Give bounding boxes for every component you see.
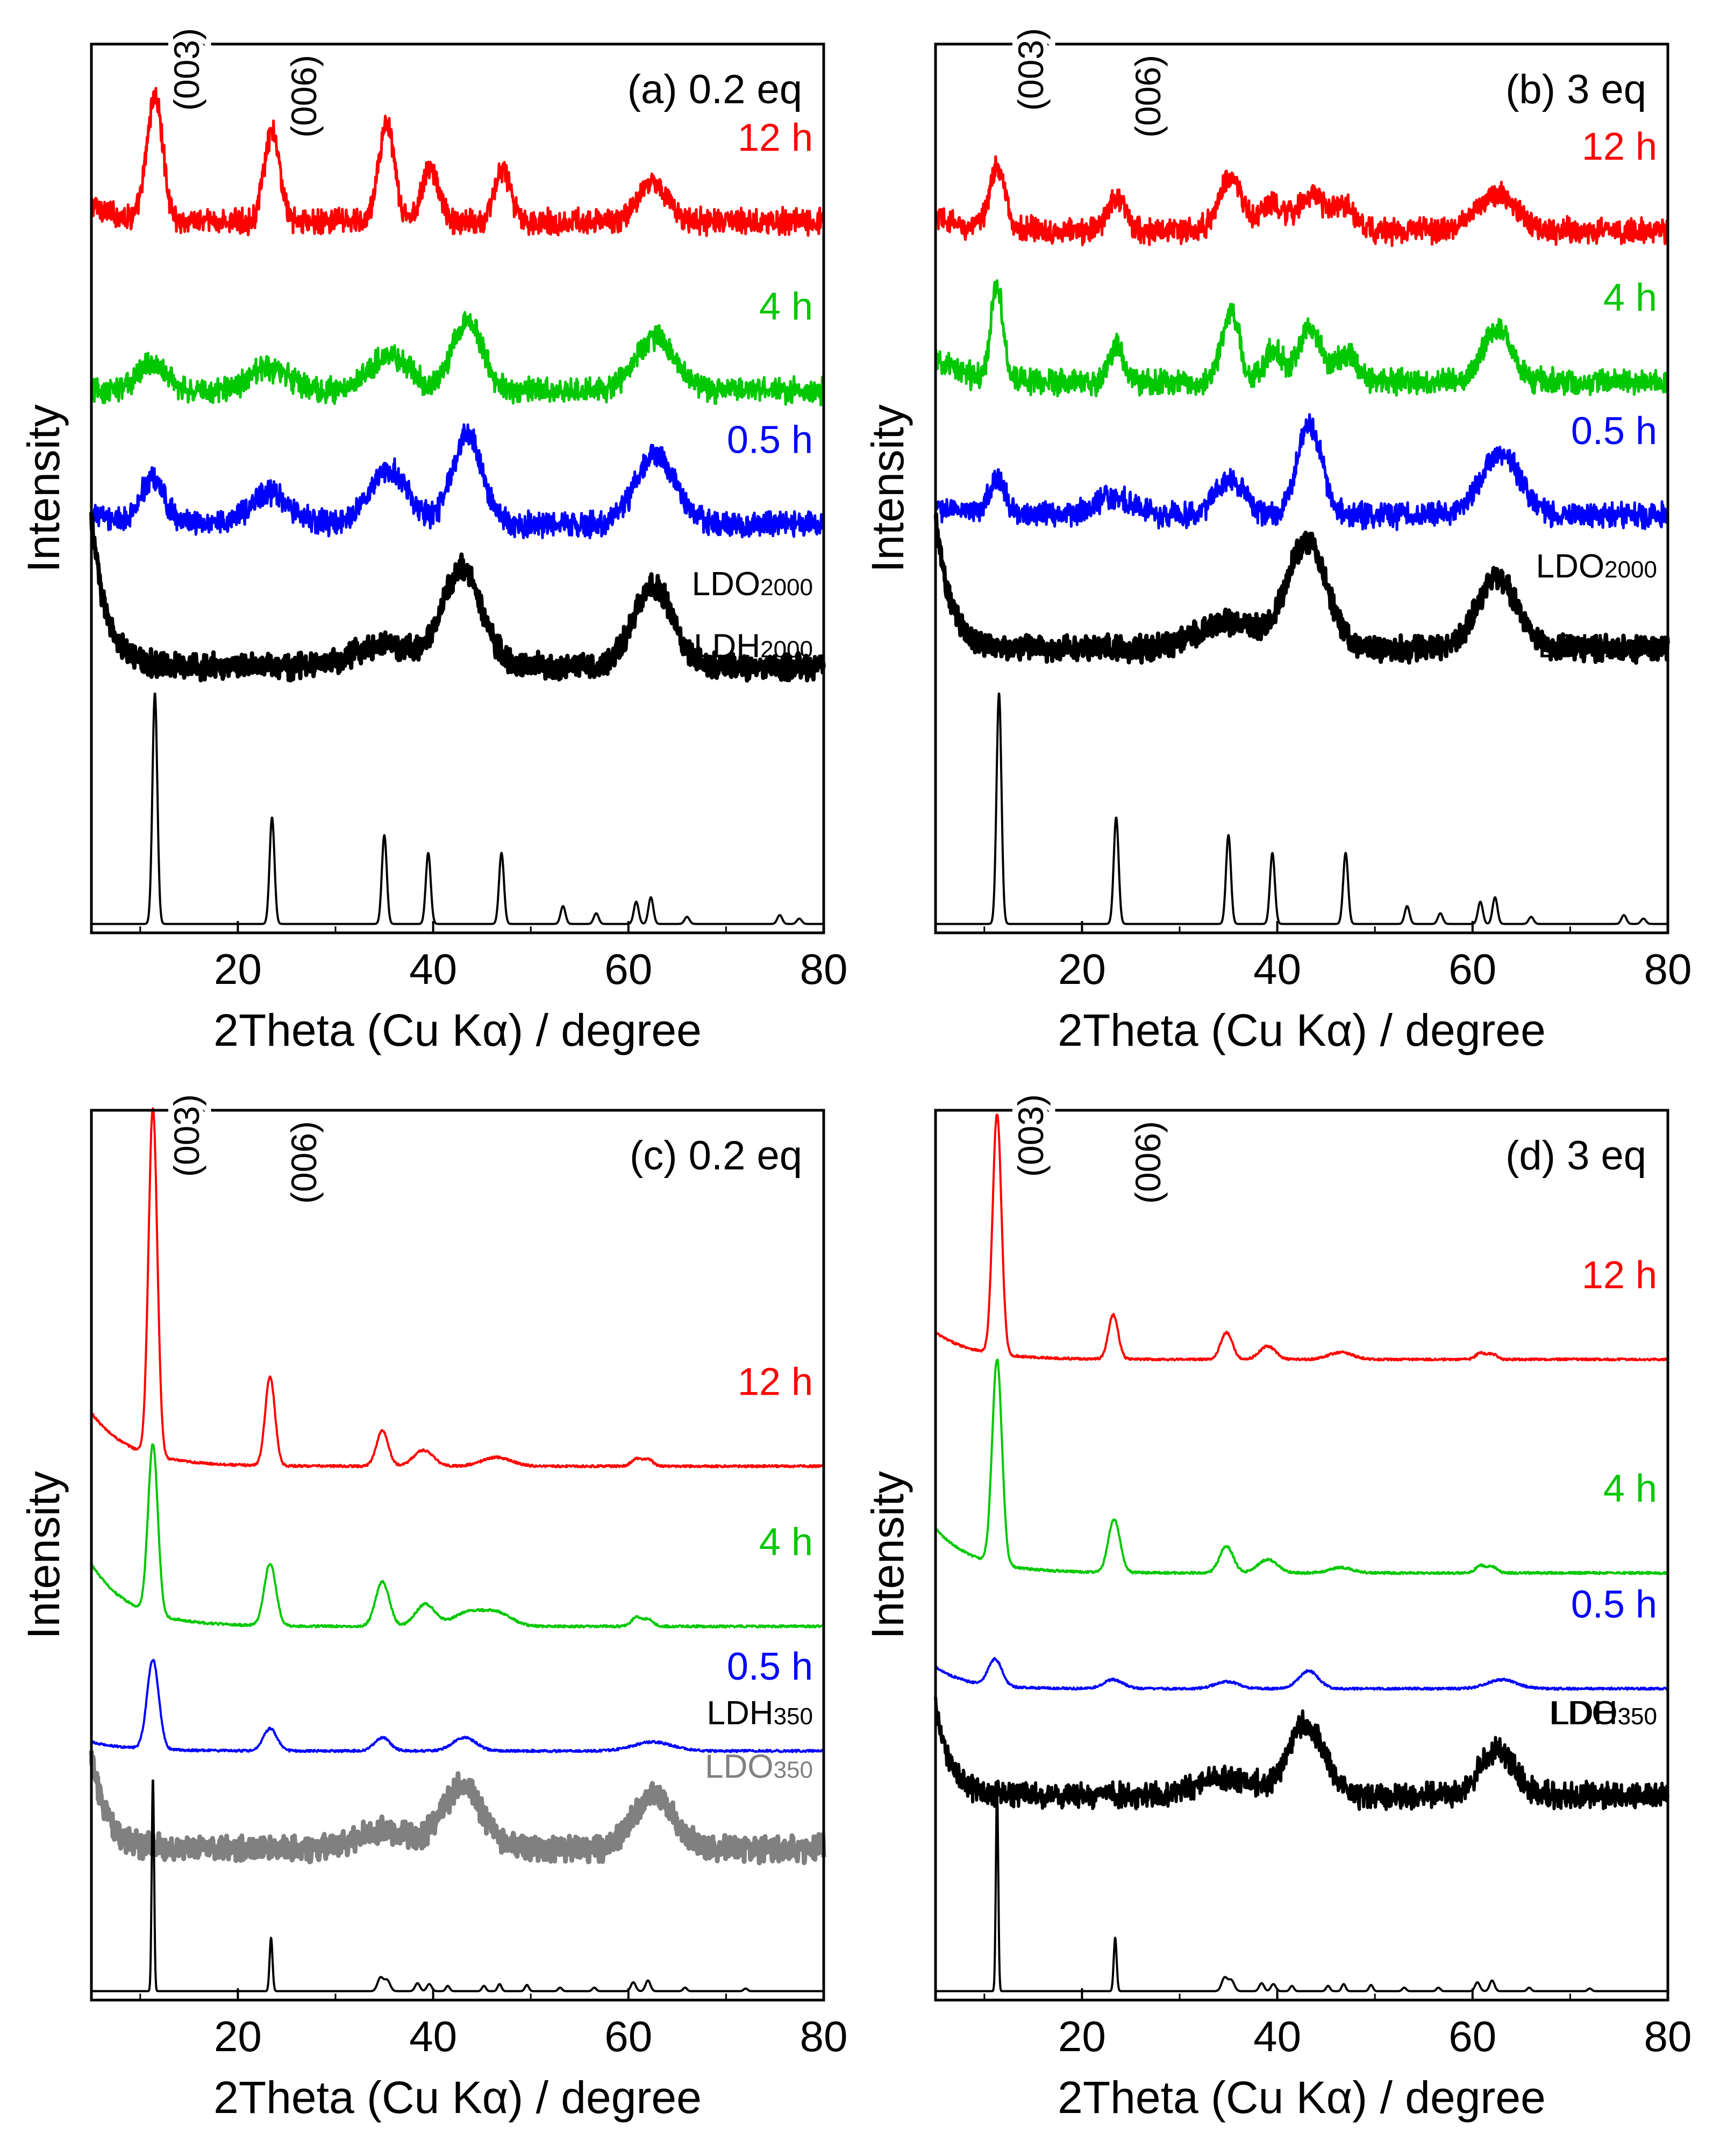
- peak-label-003: (003): [167, 1094, 206, 1177]
- y-axis-label: Intensity: [18, 404, 69, 573]
- series-label-12-h: 12 h: [738, 116, 813, 159]
- x-axis-label: 2Theta (Cu Kα) / degree: [1058, 2072, 1546, 2123]
- x-tick-label: 80: [800, 2012, 848, 2060]
- x-tick-label: 80: [1644, 2012, 1692, 2060]
- series-label-ldh2000: LDH2000: [1538, 628, 1657, 665]
- x-tick-label: 20: [1058, 2012, 1106, 2060]
- series-label-ldo2000: LDO2000: [1536, 548, 1657, 585]
- x-tick-label: 80: [800, 945, 848, 993]
- series-line-ldo2000: [89, 512, 826, 683]
- peak-label-006: (006): [284, 55, 324, 138]
- peak-label-006-top: (006): [1128, 55, 1168, 138]
- series-line-12-h: [934, 1113, 1669, 1362]
- series-line-ldh2000: [90, 693, 825, 925]
- panel-title: (d) 3 eq: [1505, 1133, 1646, 1179]
- y-axis-label: Intensity: [18, 1471, 69, 1639]
- peak-label-003-top: (003): [167, 28, 206, 111]
- panel-title: (c) 0.2 eq: [630, 1133, 802, 1179]
- plot-frame: [934, 1109, 1669, 2002]
- x-tick-label: 40: [1253, 945, 1301, 993]
- series-line-ldh350: [934, 1788, 1669, 1993]
- series-line-0-5-h: [90, 423, 825, 540]
- plot-frame: [934, 42, 1669, 934]
- series-label-ldo350: LDO350: [705, 1748, 813, 1785]
- x-tick-label: 40: [409, 2012, 457, 2060]
- series-label-ldh2000: LDH2000: [694, 628, 813, 665]
- x-tick-label: 60: [1448, 2012, 1496, 2060]
- x-tick-label: 40: [409, 945, 457, 993]
- series-line-ldo350: [934, 1697, 1669, 1811]
- y-axis-label: Intensity: [862, 404, 913, 573]
- series-line-ldh350: [90, 1779, 825, 1993]
- x-axis-label: 2Theta (Cu Kα) / degree: [213, 2072, 702, 2123]
- x-tick-label: 20: [214, 945, 262, 993]
- panel-title: (b) 3 eq: [1505, 67, 1646, 112]
- series-line-ldh2000: [934, 693, 1669, 925]
- x-axis-label: 2Theta (Cu Kα) / degree: [1058, 1005, 1546, 1055]
- series-label-0-5-h: 0.5 h: [1571, 1583, 1657, 1626]
- series-line-4-h: [934, 279, 1669, 398]
- series-label-0-5-h: 0.5 h: [727, 1645, 813, 1688]
- series-line-12-h: [934, 155, 1669, 247]
- series-line-12-h: [90, 87, 825, 237]
- series-line-0-5-h: [934, 413, 1669, 531]
- series-label-ldo350: LDO350: [1549, 1695, 1657, 1732]
- series-label-ldo2000: LDO2000: [692, 566, 813, 603]
- series-line-4-h: [90, 1443, 825, 1629]
- series-line-12-h: [90, 1107, 824, 1469]
- series-label-4-h: 4 h: [759, 1521, 813, 1564]
- series-label-ldh350: LDH350: [707, 1695, 813, 1732]
- series-label-4-h: 4 h: [759, 285, 813, 328]
- x-tick-label: 60: [1448, 945, 1496, 993]
- series-label-0-5-h: 0.5 h: [1571, 410, 1657, 453]
- series-line-ldo350: [89, 1751, 826, 1866]
- peak-label-003-top: (003): [1011, 1094, 1051, 1177]
- series-line-4-h: [934, 1359, 1669, 1575]
- peak-label-003: (003): [167, 28, 206, 111]
- peak-label-006-top: (006): [284, 55, 324, 138]
- x-tick-label: 20: [1058, 945, 1106, 993]
- series-line-4-h: [90, 311, 825, 406]
- series-label-0-5-h: 0.5 h: [727, 418, 813, 461]
- peak-label-003: (003): [1011, 28, 1051, 111]
- series-label-12-h: 12 h: [738, 1361, 813, 1404]
- peak-label-006-top: (006): [284, 1121, 324, 1204]
- peak-label-006: (006): [284, 1121, 324, 1204]
- series-label-4-h: 4 h: [1603, 1467, 1657, 1510]
- peak-label-003-top: (003): [1011, 28, 1051, 111]
- x-tick-label: 40: [1253, 2012, 1301, 2060]
- series-line-0-5-h: [934, 1657, 1668, 1691]
- panel-title: (a) 0.2 eq: [627, 67, 802, 112]
- x-tick-label: 20: [214, 2012, 262, 2060]
- series-label-12-h: 12 h: [1582, 125, 1657, 168]
- x-tick-label: 60: [604, 2012, 652, 2060]
- peak-label-003-top: (003): [167, 1094, 206, 1177]
- plot-frame: [90, 42, 825, 934]
- peak-label-006: (006): [1128, 55, 1168, 138]
- x-tick-label: 60: [604, 945, 652, 993]
- peak-label-006: (006): [1128, 1121, 1168, 1204]
- series-label-ldh350: LDH350: [1551, 1695, 1657, 1732]
- y-axis-label: Intensity: [862, 1471, 913, 1639]
- peak-label-006-top: (006): [1128, 1121, 1168, 1204]
- x-axis-label: 2Theta (Cu Kα) / degree: [213, 1005, 702, 1055]
- series-label-12-h: 12 h: [1582, 1254, 1657, 1297]
- peak-label-003: (003): [1011, 1094, 1051, 1177]
- x-tick-label: 80: [1644, 945, 1692, 993]
- plot-frame: [90, 1109, 825, 2002]
- series-line-0-5-h: [90, 1659, 825, 1753]
- series-label-4-h: 4 h: [1603, 276, 1657, 319]
- series-line-ldo2000: [933, 512, 1670, 665]
